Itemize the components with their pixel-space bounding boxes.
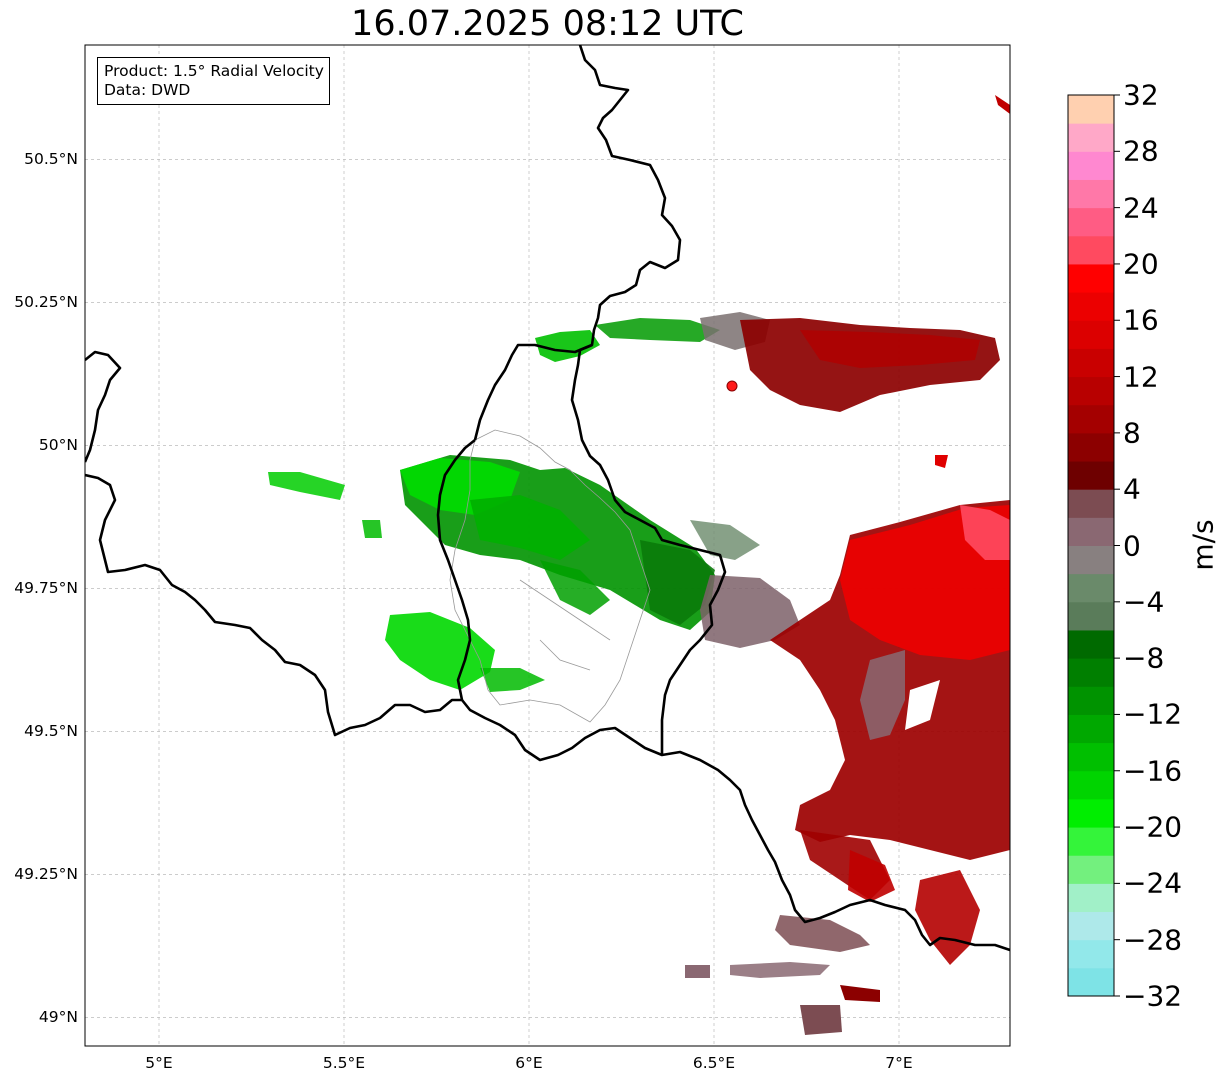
lat-tick-label: 50°N (38, 436, 78, 455)
colorbar-segment (1068, 151, 1114, 180)
colorbar-tick-label: −24 (1123, 866, 1183, 900)
colorbar-segment (1068, 320, 1114, 349)
colorbar-segment (1068, 967, 1114, 997)
colorbar-tick-label: −32 (1123, 979, 1183, 1013)
colorbar-tick-label: −28 (1123, 923, 1183, 957)
colorbar-tick-label: −20 (1123, 810, 1183, 844)
colorbar-segment (1068, 742, 1114, 772)
colorbar-tick-label: 0 (1123, 529, 1141, 562)
colorbar-segment (1068, 686, 1114, 715)
colorbar-tick-label: 32 (1123, 78, 1159, 112)
colorbar-segment (1068, 827, 1114, 856)
colorbar-segment (1068, 545, 1114, 575)
map-frame (84, 44, 1011, 1047)
chart-title: 16.07.2025 08:12 UTC (351, 4, 744, 44)
velocity-echoes (268, 95, 1010, 1035)
lat-tick-label: 49°N (38, 1008, 78, 1027)
echo-green-cluster-southwest (268, 472, 545, 692)
colorbar-segment (1068, 292, 1114, 321)
colorbar-tick-label: 28 (1123, 134, 1159, 168)
colorbar-tick-label: −8 (1123, 641, 1165, 675)
colorbar-segment (1068, 939, 1114, 969)
colorbar-segment (1068, 179, 1114, 209)
colorbar-segment (1068, 517, 1114, 546)
colorbar-tick-label: 12 (1123, 360, 1159, 394)
colorbar-segment (1068, 911, 1114, 941)
colorbar-segment (1068, 883, 1114, 913)
lat-tick-label: 50.25°N (14, 293, 78, 312)
colorbar-segment (1068, 601, 1114, 631)
lon-tick-label: 5°E (145, 1054, 173, 1072)
colorbar-segment (1068, 798, 1114, 828)
echo-green-cluster-north (535, 318, 720, 362)
colorbar-tick-label: −16 (1123, 754, 1183, 788)
lon-tick-label: 7°E (885, 1054, 913, 1072)
country-borders (85, 45, 1010, 952)
colorbar-segment (1068, 855, 1114, 884)
colorbar-segment (1068, 489, 1114, 518)
colorbar-tick-label: −4 (1123, 585, 1165, 619)
colorbar-unit-label: m/s (1186, 519, 1220, 571)
colorbar-segment (1068, 376, 1114, 406)
colorbar-segment (1068, 235, 1114, 265)
echo-red-cluster-north (740, 318, 1000, 468)
colorbar-segment (1068, 432, 1114, 462)
colorbar-segment (1068, 123, 1114, 152)
colorbar-segment (1068, 348, 1114, 378)
colorbar-tick-label: 16 (1123, 303, 1159, 337)
lat-tick-label: 50.5°N (24, 150, 78, 169)
lat-tick-label: 49.75°N (14, 579, 78, 598)
echo-red-cluster-east (685, 95, 1010, 1035)
lat-tick-label: 49.5°N (24, 722, 78, 741)
admin-boundaries (449, 429, 651, 723)
info-source: Data: DWD (104, 81, 191, 99)
radar-site-marker (726, 380, 738, 392)
colorbar-segment (1068, 404, 1114, 434)
colorbar-segment (1068, 207, 1114, 237)
colorbar-segment (1068, 714, 1114, 744)
info-product: Product: 1.5° Radial Velocity (104, 62, 324, 80)
colorbar-segment (1068, 95, 1114, 124)
colorbar-segment (1068, 658, 1114, 687)
colorbar-segment (1068, 263, 1114, 293)
colorbar-segment (1068, 629, 1114, 659)
colorbar-tick-label: 8 (1123, 416, 1141, 450)
lat-tick-label: 49.25°N (14, 865, 78, 884)
colorbar-tick-label: 24 (1123, 191, 1159, 225)
lon-tick-label: 6.5°E (692, 1054, 736, 1072)
lon-tick-label: 5.5°E (322, 1054, 366, 1072)
info-box: Product: 1.5° Radial Velocity Data: DWD (97, 57, 330, 105)
colorbar (1067, 94, 1120, 997)
colorbar-tick-label: 4 (1123, 472, 1141, 506)
colorbar-segment (1068, 573, 1114, 603)
colorbar-tick-label: −12 (1123, 697, 1183, 731)
lon-tick-label: 6°E (515, 1054, 543, 1072)
colorbar-segment (1068, 770, 1114, 800)
colorbar-tick-label: 20 (1123, 247, 1159, 281)
echo-green-cluster-central (400, 455, 760, 630)
colorbar-segment (1068, 461, 1114, 490)
